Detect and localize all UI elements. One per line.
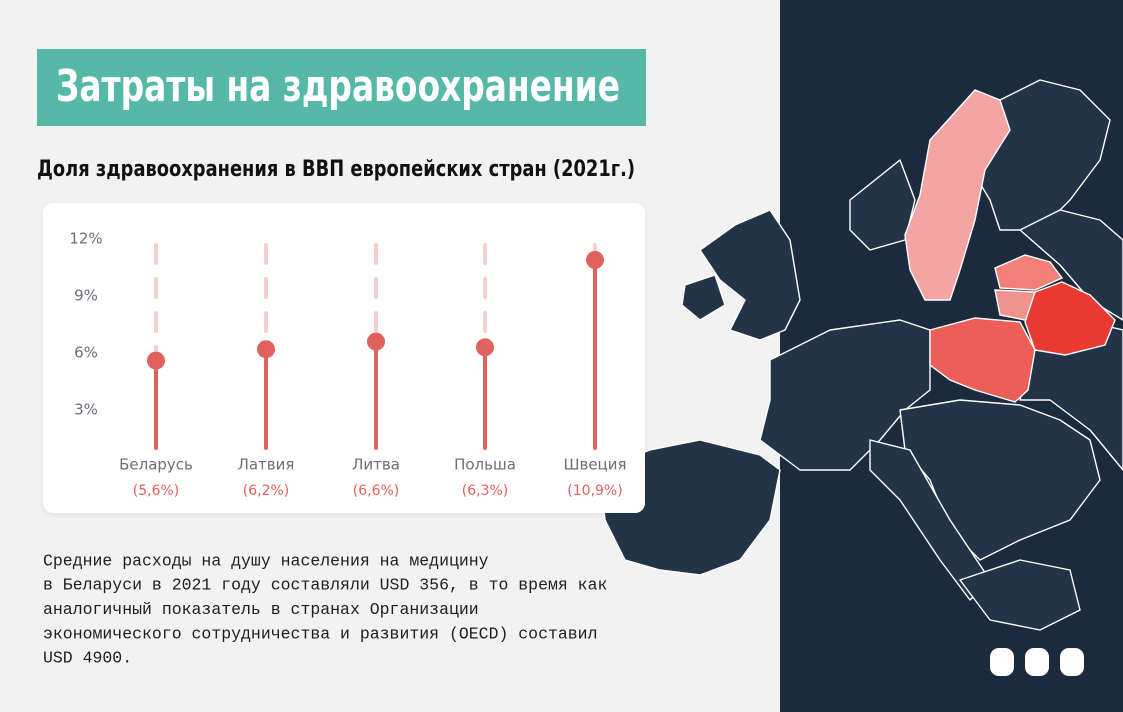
- value-label: (10,9%): [567, 483, 622, 499]
- note-line: аналогичный показатель в странах Организ…: [43, 600, 479, 619]
- latvia: [994, 254, 1064, 291]
- value-label: (6,2%): [243, 483, 290, 499]
- value-label: (6,6%): [353, 483, 400, 499]
- note-line: USD 4900.: [43, 649, 132, 668]
- y-tick-label: 12%: [69, 230, 102, 248]
- dot: [147, 351, 165, 370]
- note-line: Средние расходы на душу населения на мед…: [43, 551, 489, 570]
- x-tick-label: Беларусь: [119, 456, 193, 474]
- chart-card: [43, 203, 645, 513]
- x-tick-label: Латвия: [238, 456, 295, 474]
- dots-icon: [990, 648, 1084, 676]
- y-tick-label: 6%: [74, 344, 98, 362]
- plot: 3% 6% 9% 12% Беларусь (5,6%) Латвия (6,2%) Литва…: [69, 230, 626, 500]
- value-label: (5,6%): [133, 483, 180, 499]
- belarus: [1024, 281, 1116, 356]
- europe-map: [599, 79, 1123, 631]
- x-tick-label: Литва: [352, 456, 400, 474]
- x-tick-label: Швеция: [563, 456, 626, 474]
- x-tick-label: Польша: [454, 456, 516, 474]
- dot: [367, 332, 385, 351]
- y-tick-label: 9%: [74, 287, 98, 305]
- sweden: [904, 89, 1011, 301]
- chart-title: Доля здравоохранения в ВВП европейских с…: [37, 157, 635, 182]
- note-line: экономического сотрудничества и развития…: [43, 624, 598, 643]
- note-line: в Беларуси в 2021 году составляли USD 35…: [43, 576, 607, 595]
- note: Средние расходы на душу населения на мед…: [43, 551, 607, 667]
- heading-box: [37, 49, 646, 126]
- dot: [586, 250, 604, 269]
- y-tick-label: 3%: [74, 401, 98, 419]
- dot: [476, 338, 494, 357]
- poland: [929, 317, 1036, 403]
- heading: Затраты на здравоохранение: [56, 61, 620, 112]
- dot: [257, 340, 275, 359]
- value-label: (6,3%): [462, 483, 509, 499]
